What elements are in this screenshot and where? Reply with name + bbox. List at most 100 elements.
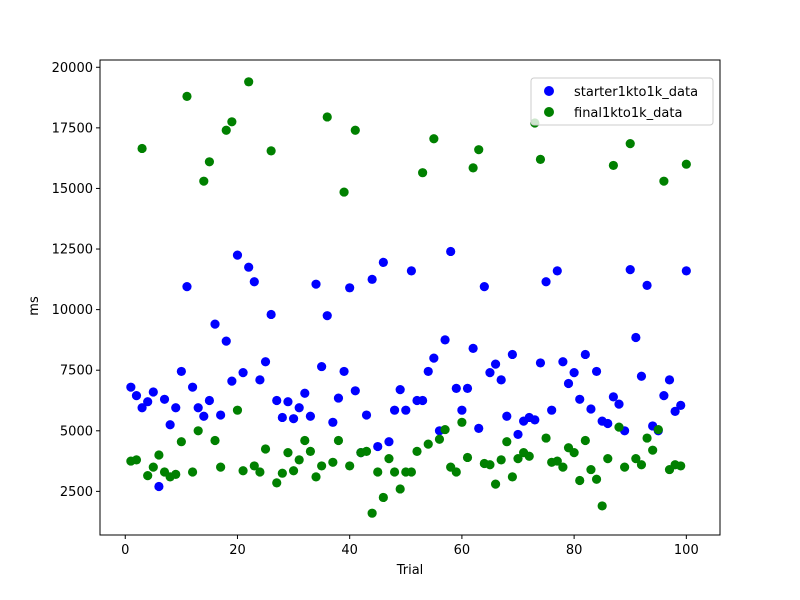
data-point-final-11: [182, 91, 192, 101]
legend-label-starter: starter1kto1k_data: [574, 85, 698, 100]
y-tick-label: 7500: [60, 364, 93, 379]
data-point-starter-77: [552, 266, 562, 276]
data-point-final-84: [591, 474, 602, 484]
data-point-final-17: [216, 462, 226, 472]
data-point-final-74: [535, 154, 546, 164]
data-point-final-81: [575, 475, 585, 486]
y-axis-label: ms: [27, 296, 42, 316]
data-point-final-51: [406, 467, 416, 477]
data-point-final-52: [412, 446, 422, 456]
data-point-starter-26: [266, 309, 276, 320]
legend-frame: [530, 77, 714, 126]
data-point-starter-8: [165, 420, 175, 430]
data-point-final-60: [457, 417, 467, 427]
data-point-final-37: [328, 457, 338, 467]
legend: starter1kto1k_data final1kto1k_data: [530, 77, 714, 126]
data-point-starter-28: [277, 412, 287, 423]
x-tick-label: 60: [454, 543, 471, 558]
data-point-starter-73: [530, 415, 540, 425]
data-point-final-2: [131, 455, 142, 465]
data-point-starter-12: [187, 382, 198, 392]
y-tick-label: 17500: [52, 121, 93, 136]
data-point-final-4: [143, 471, 153, 481]
data-point-final-6: [154, 450, 164, 460]
data-point-final-45: [373, 467, 383, 477]
data-point-starter-21: [238, 368, 248, 378]
data-point-final-16: [210, 435, 220, 446]
data-point-final-38: [333, 435, 344, 446]
data-point-final-62: [468, 163, 478, 173]
data-point-final-41: [350, 125, 360, 135]
data-point-final-46: [378, 492, 388, 503]
data-point-final-31: [294, 455, 304, 465]
data-point-final-10: [176, 437, 186, 447]
data-point-starter-51: [406, 266, 416, 276]
x-tick-label: 80: [566, 543, 583, 558]
data-point-starter-58: [446, 246, 456, 257]
data-point-final-96: [659, 176, 669, 186]
x-axis-ticks: 0 20 40 60 80 100: [121, 535, 699, 558]
data-point-final-95: [653, 424, 663, 435]
data-point-starter-64: [479, 281, 489, 292]
data-point-starter-35: [317, 361, 327, 372]
data-point-final-87: [608, 160, 618, 171]
data-point-final-77: [552, 456, 562, 466]
data-point-starter-67: [496, 375, 506, 385]
data-point-starter-14: [199, 411, 209, 421]
data-point-final-86: [603, 454, 613, 464]
data-point-starter-87: [608, 392, 618, 402]
x-axis-label: Trial: [396, 563, 424, 578]
data-point-starter-47: [384, 437, 394, 447]
data-point-starter-32: [300, 388, 310, 398]
data-point-starter-33: [305, 411, 316, 421]
data-point-starter-88: [614, 399, 624, 409]
data-point-final-94: [648, 445, 658, 455]
data-point-final-54: [423, 439, 433, 449]
data-point-final-59: [451, 467, 461, 477]
data-point-starter-96: [659, 391, 669, 401]
data-point-final-24: [255, 467, 265, 477]
data-point-final-14: [199, 176, 209, 186]
data-point-final-63: [474, 145, 484, 155]
data-point-starter-81: [575, 394, 585, 404]
data-point-starter-7: [159, 394, 170, 404]
data-point-starter-99: [676, 400, 686, 410]
data-point-starter-30: [288, 414, 299, 424]
data-point-starter-39: [339, 366, 349, 377]
data-point-final-30: [288, 466, 299, 476]
data-point-starter-49: [395, 384, 405, 395]
data-point-final-100: [681, 159, 691, 169]
data-point-final-19: [227, 117, 237, 127]
data-point-final-20: [232, 405, 243, 415]
data-point-final-78: [558, 462, 568, 472]
data-point-final-75: [541, 433, 551, 443]
data-point-starter-54: [423, 366, 433, 377]
data-point-final-93: [642, 433, 652, 443]
data-point-starter-59: [451, 383, 461, 393]
data-point-final-21: [238, 466, 248, 476]
data-point-starter-48: [389, 405, 400, 415]
data-point-starter-66: [490, 359, 501, 369]
data-point-final-28: [277, 468, 287, 478]
legend-label-final: final1kto1k_data: [574, 106, 682, 121]
data-point-starter-100: [681, 266, 691, 276]
data-point-starter-92: [636, 371, 647, 381]
data-point-starter-27: [272, 395, 282, 406]
data-point-final-15: [204, 157, 215, 167]
data-point-final-32: [300, 435, 310, 446]
data-point-starter-98: [670, 406, 680, 416]
data-point-starter-13: [193, 403, 203, 413]
data-point-starter-11: [182, 281, 192, 292]
data-point-starter-34: [311, 279, 321, 289]
data-point-starter-19: [227, 376, 237, 386]
data-point-final-13: [193, 426, 203, 436]
data-point-final-82: [580, 435, 590, 446]
data-point-starter-75: [541, 277, 551, 287]
data-point-starter-18: [221, 336, 231, 346]
data-point-final-12: [187, 467, 198, 477]
data-point-final-88: [614, 422, 624, 432]
data-point-starter-86: [603, 418, 613, 429]
data-point-starter-65: [485, 368, 495, 378]
x-tick-label: 0: [121, 543, 129, 558]
data-point-final-47: [384, 454, 394, 464]
